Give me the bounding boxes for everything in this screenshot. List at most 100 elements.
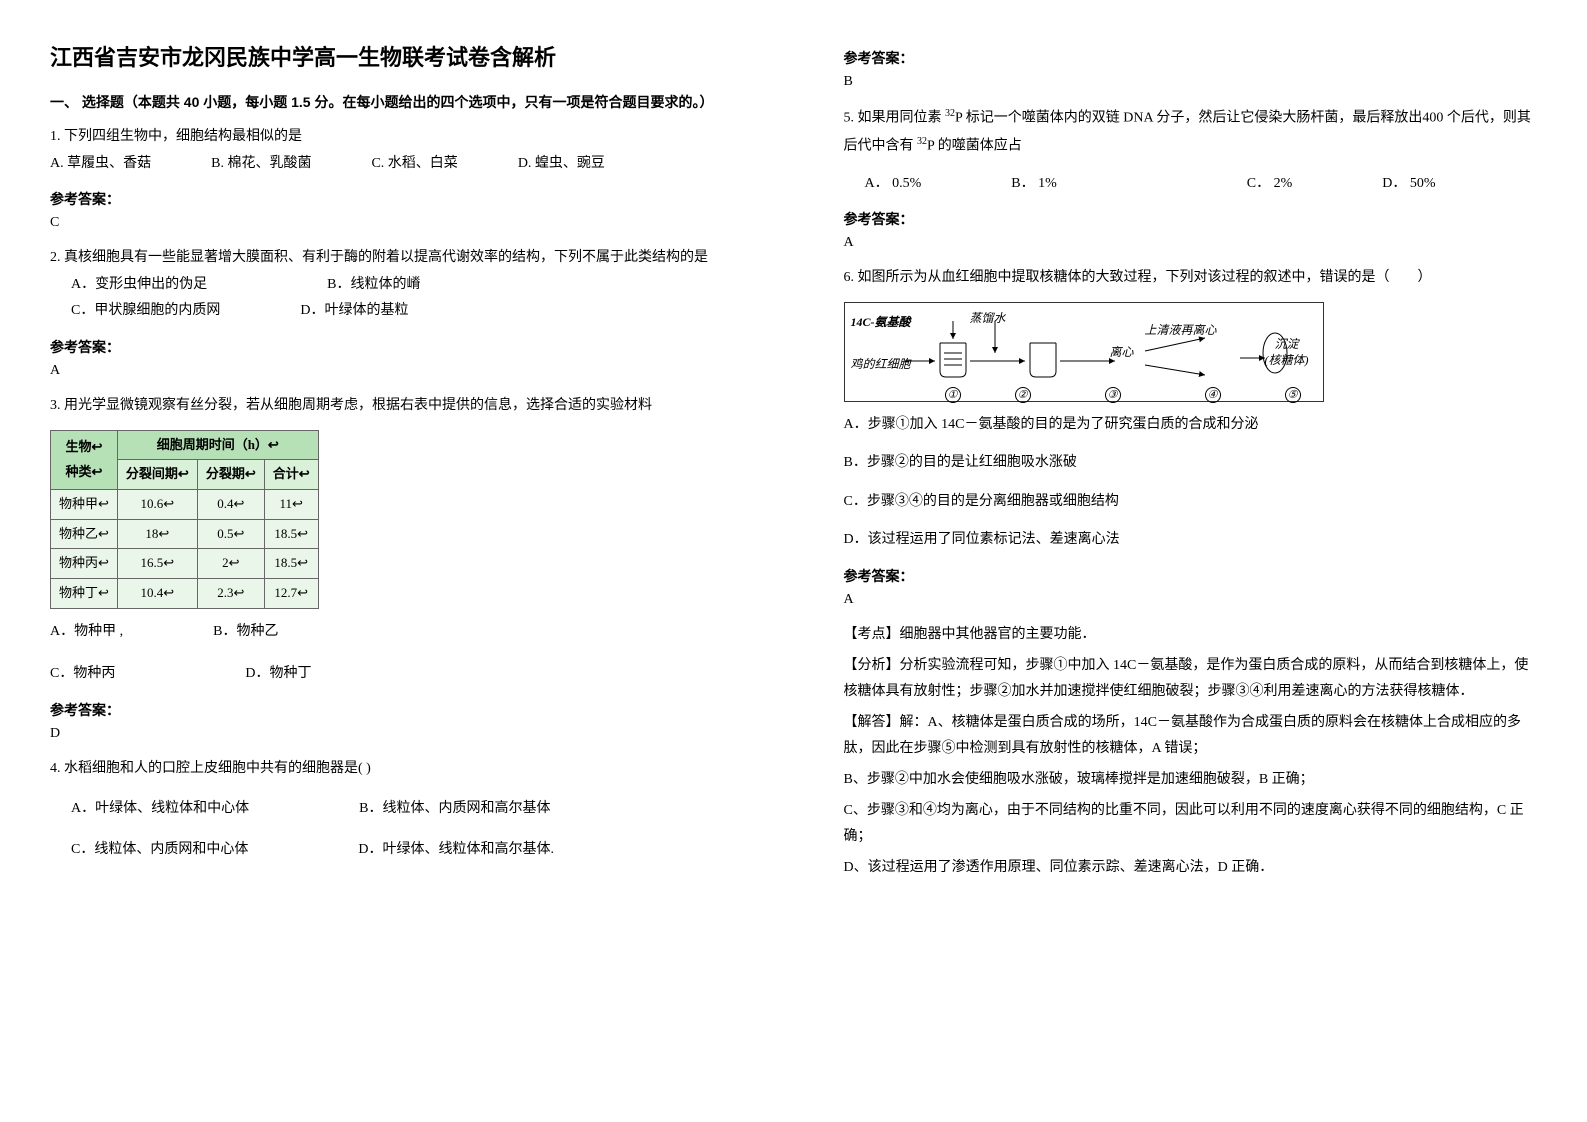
q3-th-total: 合计↩ <box>264 460 318 490</box>
cell: 物种甲↩ <box>51 489 118 519</box>
cell: 物种丁↩ <box>51 579 118 609</box>
exp-kaodian: 【考点】细胞器中其他器官的主要功能． <box>844 622 1538 649</box>
q1-opt-d: D. 蝗虫、豌豆 <box>518 151 605 178</box>
question-6: 6. 如图所示为从血红细胞中提取核糖体的大致过程，下列对该过程的叙述中，错误的是… <box>844 265 1538 554</box>
q6-answer: A <box>844 592 1538 608</box>
q4-options-2: C．线粒体、内质网和中心体 D．叶绿体、线粒体和高尔基体. <box>50 837 744 864</box>
q3-th-inter: 分裂间期↩ <box>117 460 197 490</box>
cell: 10.6↩ <box>117 489 197 519</box>
cell: 10.4↩ <box>117 579 197 609</box>
diagram-num-2: ② <box>1015 383 1031 406</box>
q3-opt-b: B．物种乙 <box>213 619 278 646</box>
q2-stem: 2. 真核细胞具有一些能显著增大膜面积、有利于酶的附着以提高代谢效率的结构，下列… <box>50 245 744 272</box>
q1-opt-b: B. 棉花、乳酸菌 <box>211 151 311 178</box>
diagram-num-3: ③ <box>1105 383 1121 406</box>
q6-stem: 6. 如图所示为从血红细胞中提取核糖体的大致过程，下列对该过程的叙述中，错误的是… <box>844 265 1538 292</box>
cell: 11↩ <box>264 489 318 519</box>
diagram-num-1: ① <box>945 383 961 406</box>
diagram-label-sup: 上清液再离心 <box>1145 319 1217 342</box>
q4-opt-a: A．叶绿体、线粒体和中心体 <box>50 796 249 823</box>
table-row: 物种乙↩ 18↩ 0.5↩ 18.5↩ <box>51 519 319 549</box>
diagram-label-cent: 离心 <box>1110 341 1134 364</box>
q6-opt-a: A．步骤①加入 14C－氨基酸的目的是为了研究蛋白质的合成和分泌 <box>844 412 1538 439</box>
q3-opt-d: D．物种丁 <box>245 661 311 688</box>
exp-jd-d: D、该过程运用了渗透作用原理、同位素示踪、差速离心法，D 正确． <box>844 855 1538 882</box>
q3-options-2: C．物种丙 D．物种丁 <box>50 661 744 688</box>
q3-th-bio: 生物↩ 种类↩ <box>51 430 118 489</box>
q4-opt-d: D．叶绿体、线粒体和高尔基体. <box>358 837 554 864</box>
diagram-label-rbc: 鸡的红细胞 <box>851 353 911 376</box>
iso-label: 32 <box>917 136 927 147</box>
iso-label: 32 <box>945 108 955 119</box>
q3-answer: D <box>50 726 744 742</box>
cell: 物种丙↩ <box>51 549 118 579</box>
q1-opt-c: C. 水稻、白菜 <box>371 151 457 178</box>
q2-opt-d: D．叶绿体的基粒 <box>300 298 408 325</box>
q6-opt-b: B．步骤②的目的是让红细胞吸水涨破 <box>844 450 1538 477</box>
cell: 2↩ <box>197 549 264 579</box>
flow-diagram-svg <box>845 303 1325 403</box>
section-one-head: 一、 选择题（本题共 40 小题，每小题 1.5 分。在每小题给出的四个选项中，… <box>50 92 744 112</box>
q5-answer: A <box>844 235 1538 251</box>
question-2: 2. 真核细胞具有一些能显著增大膜面积、有利于酶的附着以提高代谢效率的结构，下列… <box>50 245 744 325</box>
cell: 16.5↩ <box>117 549 197 579</box>
q4-stem: 4. 水稻细胞和人的口腔上皮细胞中共有的细胞器是( ) <box>50 756 744 783</box>
q1-answer: C <box>50 215 744 231</box>
cell: 18.5↩ <box>264 519 318 549</box>
diagram-label-rib: (核糖体) <box>1265 349 1309 372</box>
cell: 18.5↩ <box>264 549 318 579</box>
exp-jieda: 【解答】解：A、核糖体是蛋白质合成的场所，14C－氨基酸作为合成蛋白质的原料会在… <box>844 710 1538 763</box>
answer-label: 参考答案： <box>50 189 744 209</box>
q3-th-period: 细胞周期时间（h）↩ <box>117 430 318 460</box>
exp-fenxi: 【分析】分析实验流程可知，步骤①中加入 14C－氨基酸，是作为蛋白质合成的原料，… <box>844 653 1538 706</box>
diagram-label-c14: 14C-氨基酸 <box>851 311 911 334</box>
table-row: 物种丙↩ 16.5↩ 2↩ 18.5↩ <box>51 549 319 579</box>
q1-opt-a: A. 草履虫、香菇 <box>50 151 151 178</box>
diagram-num-4: ④ <box>1205 383 1221 406</box>
cell: 0.5↩ <box>197 519 264 549</box>
q2-opt-b: B．线粒体的嵴 <box>327 272 420 299</box>
q5-options: A． 0.5% B． 1% C． 2% D． 50% <box>844 171 1538 198</box>
q5-stem-c: P 的噬菌体应占 <box>927 139 1022 154</box>
q4-options-1: A．叶绿体、线粒体和中心体 B．线粒体、内质网和高尔基体 <box>50 796 744 823</box>
question-5: 5. 如果用同位素 32P 标记一个噬菌体内的双链 DNA 分子，然后让它侵染大… <box>844 104 1538 197</box>
cell: 12.7↩ <box>264 579 318 609</box>
exp-jd-b: B、步骤②中加水会使细胞吸水涨破，玻璃棒搅拌是加速细胞破裂，B 正确； <box>844 767 1538 794</box>
answer-label: 参考答案： <box>844 566 1538 586</box>
explanation: 【考点】细胞器中其他器官的主要功能． 【分析】分析实验流程可知，步骤①中加入 1… <box>844 622 1538 881</box>
exp-jd-a: 解：A、核糖体是蛋白质合成的场所，14C－氨基酸作为合成蛋白质的原料会在核糖体上… <box>844 715 1521 757</box>
diagram-num-5: ⑤ <box>1285 383 1301 406</box>
answer-label: 参考答案： <box>50 700 744 720</box>
q2-opt-a: A．变形虫伸出的伪足 <box>50 272 207 299</box>
exp-jd-c: C、步骤③和④均为离心，由于不同结构的比重不同，因此可以利用不同的速度离心获得不… <box>844 798 1538 851</box>
right-column: 参考答案： B 5. 如果用同位素 32P 标记一个噬菌体内的双链 DNA 分子… <box>794 0 1587 1122</box>
q1-options: A. 草履虫、香菇 B. 棉花、乳酸菌 C. 水稻、白菜 D. 蝗虫、豌豆 <box>50 151 744 178</box>
q4-opt-b: B．线粒体、内质网和高尔基体 <box>359 796 550 823</box>
q3-options-1: A．物种甲 , B．物种乙 <box>50 619 744 646</box>
q3-table: 生物↩ 种类↩ 细胞周期时间（h）↩ 分裂间期↩ 分裂期↩ 合计↩ 物种甲↩ 1… <box>50 430 319 609</box>
q6-opt-c: C．步骤③④的目的是分离细胞器或细胞结构 <box>844 489 1538 516</box>
q3-th-bio-b: 种类↩ <box>59 460 109 485</box>
q5-opt-a: A． 0.5% <box>844 171 922 198</box>
q5-opt-d: D． 50% <box>1382 171 1435 198</box>
answer-label: 参考答案： <box>844 48 1538 68</box>
question-1: 1. 下列四组生物中，细胞结构最相似的是 A. 草履虫、香菇 B. 棉花、乳酸菌… <box>50 124 744 177</box>
q4-answer: B <box>844 74 1538 90</box>
cell: 物种乙↩ <box>51 519 118 549</box>
left-column: 江西省吉安市龙冈民族中学高一生物联考试卷含解析 一、 选择题（本题共 40 小题… <box>0 0 794 1122</box>
q4-opt-c: C．线粒体、内质网和中心体 <box>50 837 248 864</box>
exp-jd-label: 【解答】 <box>844 715 900 730</box>
q6-diagram: 14C-氨基酸 蒸馏水 离心 上清液再离心 鸡的红细胞 沉淀 (核糖体) ① ②… <box>844 302 1324 402</box>
cell: 2.3↩ <box>197 579 264 609</box>
answer-label: 参考答案： <box>844 209 1538 229</box>
table-row: 物种丁↩ 10.4↩ 2.3↩ 12.7↩ <box>51 579 319 609</box>
q2-answer: A <box>50 363 744 379</box>
question-4: 4. 水稻细胞和人的口腔上皮细胞中共有的细胞器是( ) A．叶绿体、线粒体和中心… <box>50 756 744 864</box>
page-title: 江西省吉安市龙冈民族中学高一生物联考试卷含解析 <box>50 40 744 72</box>
q1-stem: 1. 下列四组生物中，细胞结构最相似的是 <box>50 124 744 151</box>
q6-opt-d: D．该过程运用了同位素标记法、差速离心法 <box>844 527 1538 554</box>
q3-opt-a: A．物种甲 , <box>50 619 123 646</box>
q2-opt-c: C．甲状腺细胞的内质网 <box>50 298 220 325</box>
q3-th-div: 分裂期↩ <box>197 460 264 490</box>
diagram-label-water: 蒸馏水 <box>970 307 1006 330</box>
